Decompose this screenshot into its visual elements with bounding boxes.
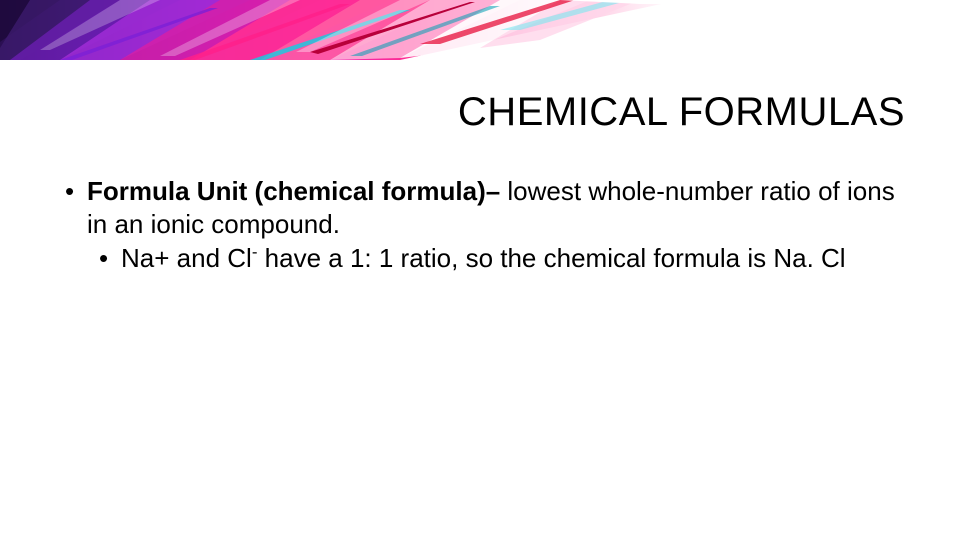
bullet-level-1: Formula Unit (chemical formula)– lowest … bbox=[65, 175, 905, 240]
decorative-stripe bbox=[0, 0, 960, 60]
bullet-level-2: Na+ and Cl- have a 1: 1 ratio, so the ch… bbox=[99, 242, 905, 275]
slide-container: CHEMICAL FORMULAS Formula Unit (chemical… bbox=[0, 0, 960, 540]
slide-title: CHEMICAL FORMULAS bbox=[458, 90, 905, 135]
stripe-svg bbox=[0, 0, 960, 60]
bullet1-bold: Formula Unit (chemical formula)– bbox=[87, 176, 507, 206]
bullet2-text-b: have a 1: 1 ratio, so the chemical formu… bbox=[257, 243, 845, 273]
bullet2-text-a: Na+ and Cl bbox=[121, 243, 252, 273]
slide-body: Formula Unit (chemical formula)– lowest … bbox=[65, 175, 905, 275]
